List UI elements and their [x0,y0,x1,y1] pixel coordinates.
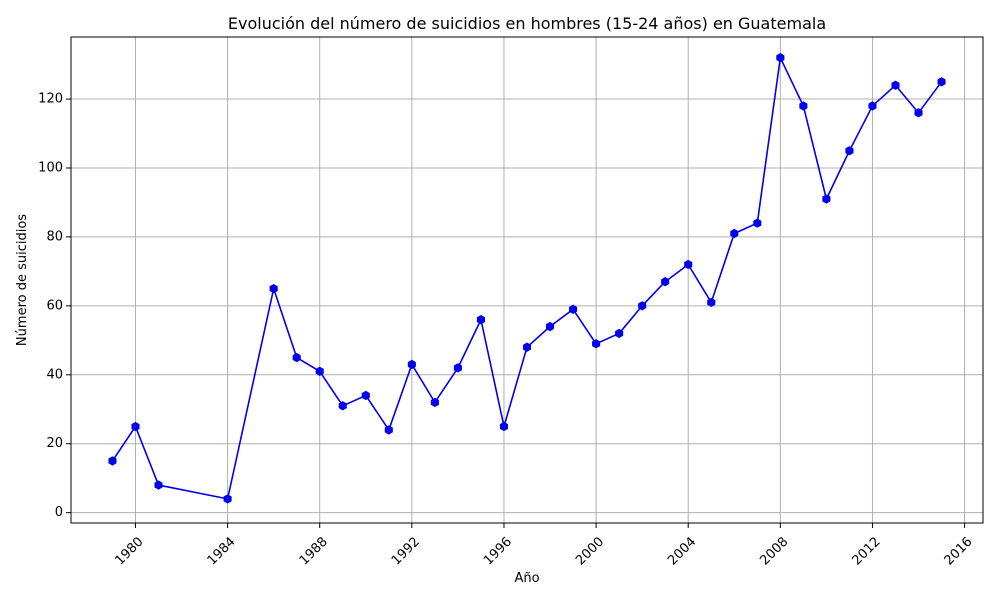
x-tick-label: 1996 [481,534,515,568]
y-tick-label: 100 [38,160,63,175]
data-point [361,390,370,401]
plot-frame [70,36,984,524]
series-line [111,56,943,500]
data-point [476,314,485,325]
x-tick-label: 2000 [573,534,607,568]
grid [71,37,983,523]
data-point [822,194,831,204]
x-tick-label: 1980 [113,534,147,568]
data-point [407,359,416,370]
data-point [914,108,923,118]
y-tick-label: 0 [55,505,63,520]
data-point [499,421,509,432]
x-tick-label: 1992 [389,534,423,568]
x-tick-label: 1988 [297,534,331,568]
y-axis-label: Número de suicidios [15,214,30,346]
series-layer [108,53,946,504]
data-point [338,401,347,411]
data-point [592,339,601,349]
data-point [730,228,739,239]
x-tick-label: 2016 [942,534,976,568]
data-point [707,297,716,308]
data-point [384,425,393,435]
data-point [430,397,439,408]
data-point [154,480,163,490]
data-point [753,218,762,228]
data-point [315,366,324,377]
x-tick-label: 2012 [849,534,883,568]
data-point [937,77,946,87]
x-axis-label: Año [514,571,539,586]
chart-title: Evolución del número de suicidios en hom… [228,14,826,33]
x-tick-label: 1984 [205,534,239,568]
x-tick-label: 2004 [665,534,699,568]
data-point [522,342,532,352]
data-point [891,80,900,90]
data-point [569,304,578,314]
y-tick-label: 20 [46,436,63,451]
y-tick-label: 80 [46,229,63,244]
data-point [776,53,785,63]
data-point [661,277,670,287]
x-tick-label: 2008 [757,534,791,568]
data-point [223,494,232,504]
y-tick-label: 120 [38,92,63,107]
y-tick-label: 60 [46,298,63,313]
data-point [292,352,301,363]
y-tick-label: 40 [46,367,63,382]
data-point [131,421,140,432]
data-point [845,146,854,156]
data-point [108,456,117,466]
y-axis: 0 20 40 60 80 100 120 [38,92,71,520]
data-point [269,283,278,294]
x-axis: 1980 1984 1988 1992 1996 2000 2004 2008 2012 2016 [113,523,976,568]
data-point [638,301,647,311]
data-point [799,101,808,111]
data-point [684,259,693,270]
data-point [615,328,624,339]
data-point [453,363,462,373]
data-point [868,101,877,111]
data-point [545,321,555,332]
